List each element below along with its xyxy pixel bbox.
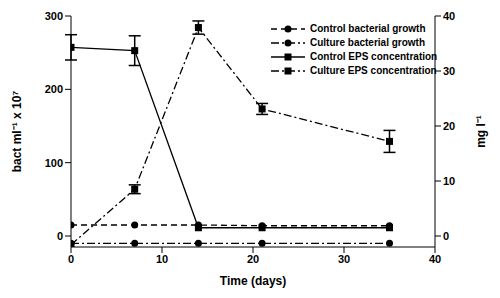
html-text:Control EPS concentration: Control EPS concentration	[310, 51, 438, 62]
svg-text:30: 30	[338, 253, 350, 265]
svg-text:30: 30	[443, 65, 455, 77]
svg-text:100: 100	[45, 157, 63, 169]
svg-text:200: 200	[45, 83, 63, 95]
svg-text:10: 10	[156, 253, 168, 265]
svg-text:300: 300	[45, 10, 63, 22]
svg-text:Time (days): Time (days)	[220, 274, 286, 288]
svg-text:mg l⁻¹: mg l⁻¹	[474, 115, 488, 148]
svg-text:20: 20	[443, 120, 455, 132]
svg-text:40: 40	[443, 10, 455, 22]
svg-text:bact ml⁻¹ x 10⁷: bact ml⁻¹ x 10⁷	[10, 91, 24, 173]
svg-text:10: 10	[443, 175, 455, 187]
html-text:Culture bacterial growth: Culture bacterial growth	[310, 37, 425, 48]
html-text:Control bacterial growth: Control bacterial growth	[310, 23, 426, 34]
svg-text:40: 40	[429, 253, 441, 265]
svg-text:0: 0	[443, 230, 449, 242]
svg-text:0: 0	[68, 253, 74, 265]
svg-text:20: 20	[247, 253, 259, 265]
svg-text:0: 0	[57, 230, 63, 242]
html-text:Culture EPS concentration: Culture EPS concentration	[310, 65, 437, 76]
